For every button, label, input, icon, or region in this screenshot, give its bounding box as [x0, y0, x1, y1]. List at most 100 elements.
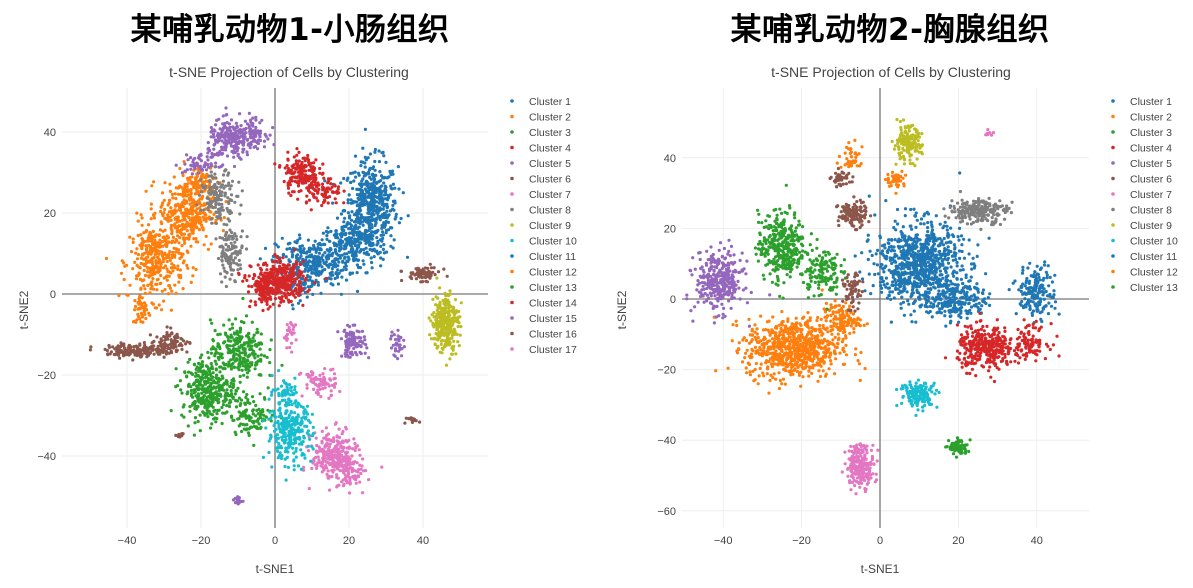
- cluster-series: [104, 160, 228, 324]
- legend-item[interactable]: Cluster 7: [1111, 189, 1172, 201]
- data-points: [88, 106, 463, 506]
- legend-item[interactable]: Cluster 10: [1111, 236, 1178, 248]
- legend-item[interactable]: Cluster 11: [1111, 251, 1177, 263]
- cluster-series: [840, 128, 996, 496]
- legend-item[interactable]: Cluster 9: [510, 220, 571, 232]
- legend-marker-icon: [510, 130, 514, 134]
- legend-item[interactable]: Cluster 4: [510, 143, 571, 155]
- x-tick-label: 20: [952, 535, 964, 547]
- cluster-series: [427, 276, 463, 367]
- legend-marker-icon: [1111, 130, 1115, 134]
- legend-item[interactable]: Cluster 7: [510, 189, 571, 201]
- chart-title-2: t-SNE Projection of Cells by Clustering: [771, 64, 1011, 80]
- legend-marker-icon: [510, 145, 514, 150]
- legend-item[interactable]: Cluster 3: [510, 127, 571, 139]
- y-tick-label: 40: [44, 127, 56, 139]
- plot-area-1[interactable]: −40 −20 0 20 40 −40 −20 0 20 40 Cluster 1 Cluster 2…: [37, 88, 577, 547]
- legend-marker-icon: [510, 285, 514, 289]
- cluster-series: [358, 179, 387, 219]
- x-tick-label: 0: [877, 535, 883, 547]
- legend-label: Cluster 3: [529, 127, 571, 139]
- cluster-series: [195, 165, 249, 289]
- y-axis-label-1: t-SNE2: [17, 290, 31, 329]
- legend-marker-icon: [510, 99, 514, 103]
- cluster-series: [828, 166, 873, 313]
- legend-marker-icon: [1111, 238, 1115, 243]
- legend-label: Cluster 13: [529, 282, 577, 294]
- x-tick-label: −40: [118, 535, 137, 547]
- x-tick-label: −20: [792, 535, 811, 547]
- legend-item[interactable]: Cluster 6: [1111, 174, 1172, 186]
- legend-label: Cluster 2: [529, 112, 571, 124]
- legend-marker-icon: [510, 347, 514, 351]
- legend-item[interactable]: Cluster 11: [510, 251, 576, 263]
- legend-label: Cluster 4: [529, 143, 571, 155]
- legend-item[interactable]: Cluster 2: [1111, 112, 1172, 124]
- legend-item[interactable]: Cluster 12: [510, 267, 577, 279]
- legend-marker-icon: [510, 176, 514, 181]
- x-tick-label: −20: [192, 535, 211, 547]
- y-tick-label: −40: [37, 451, 56, 463]
- x-tick-label: 40: [417, 535, 429, 547]
- legend-item[interactable]: Cluster 16: [510, 329, 577, 341]
- legend-label: Cluster 7: [1130, 189, 1172, 201]
- legend-label: Cluster 6: [1130, 174, 1172, 186]
- legend-label: Cluster 12: [529, 267, 577, 279]
- cluster-series: [880, 261, 916, 295]
- legend-marker-icon: [1111, 269, 1115, 274]
- legend-label: Cluster 3: [1130, 127, 1172, 139]
- legend-label: Cluster 9: [1130, 220, 1172, 232]
- data-points: [685, 117, 1061, 496]
- legend-marker-icon: [1111, 207, 1115, 212]
- legend-item[interactable]: Cluster 13: [1111, 282, 1178, 294]
- legend-marker-icon: [510, 238, 514, 243]
- x-axis-label-1: t-SNE1: [256, 562, 295, 576]
- cluster-series: [261, 369, 315, 482]
- legend-marker-icon: [1111, 192, 1115, 196]
- legend-marker-icon: [510, 254, 514, 258]
- cluster-series: [685, 238, 772, 328]
- legend-label: Cluster 8: [1130, 205, 1172, 217]
- legend-label: Cluster 9: [529, 220, 571, 232]
- legend-label: Cluster 4: [1130, 143, 1172, 155]
- legend-marker-icon: [510, 223, 514, 227]
- cluster-series: [943, 311, 1061, 384]
- cluster-series: [835, 138, 908, 195]
- legend-label: Cluster 10: [1130, 236, 1178, 248]
- legend-label: Cluster 16: [529, 329, 577, 341]
- legend-item[interactable]: Cluster 13: [510, 282, 577, 294]
- legend-item[interactable]: Cluster 9: [1111, 220, 1172, 232]
- x-tick-label: −40: [714, 535, 733, 547]
- legend-marker-icon: [510, 161, 514, 165]
- legend-item[interactable]: Cluster 14: [510, 298, 577, 310]
- y-tick-label: −20: [37, 370, 56, 382]
- legend-item[interactable]: Cluster 1: [510, 96, 571, 108]
- legend-item[interactable]: Cluster 6: [510, 174, 571, 186]
- legend-label: Cluster 7: [529, 189, 571, 201]
- legend-marker-icon: [510, 207, 514, 212]
- legend: Cluster 1 Cluster 2 Cluster 3 Cluster 4 Clus…: [1111, 96, 1178, 294]
- legend-item[interactable]: Cluster 5: [1111, 158, 1172, 170]
- legend-item[interactable]: Cluster 15: [510, 313, 577, 325]
- legend-item[interactable]: Cluster 8: [510, 205, 571, 217]
- legend-item[interactable]: Cluster 8: [1111, 205, 1172, 217]
- legend-item[interactable]: Cluster 10: [510, 236, 577, 248]
- legend-item[interactable]: Cluster 1: [1111, 96, 1172, 108]
- legend-item[interactable]: Cluster 17: [510, 344, 577, 356]
- y-tick-label: −40: [657, 435, 676, 447]
- cluster-series: [237, 248, 328, 313]
- legend-label: Cluster 17: [529, 344, 577, 356]
- chart-heading-1: 某哺乳动物1-小肠组织: [130, 12, 450, 48]
- cluster-series: [853, 171, 1061, 328]
- legend-item[interactable]: Cluster 5: [510, 158, 571, 170]
- legend-item[interactable]: Cluster 2: [510, 112, 571, 124]
- legend-item[interactable]: Cluster 4: [1111, 143, 1172, 155]
- chart-heading-2: 某哺乳动物2-胸腺组织: [730, 12, 1050, 48]
- legend-item[interactable]: Cluster 12: [1111, 267, 1178, 279]
- cluster-series: [174, 106, 276, 176]
- legend-item[interactable]: Cluster 3: [1111, 127, 1172, 139]
- chart-title-1: t-SNE Projection of Cells by Clustering: [169, 64, 409, 80]
- chart-panel-1: 某哺乳动物1-小肠组织: [130, 12, 450, 48]
